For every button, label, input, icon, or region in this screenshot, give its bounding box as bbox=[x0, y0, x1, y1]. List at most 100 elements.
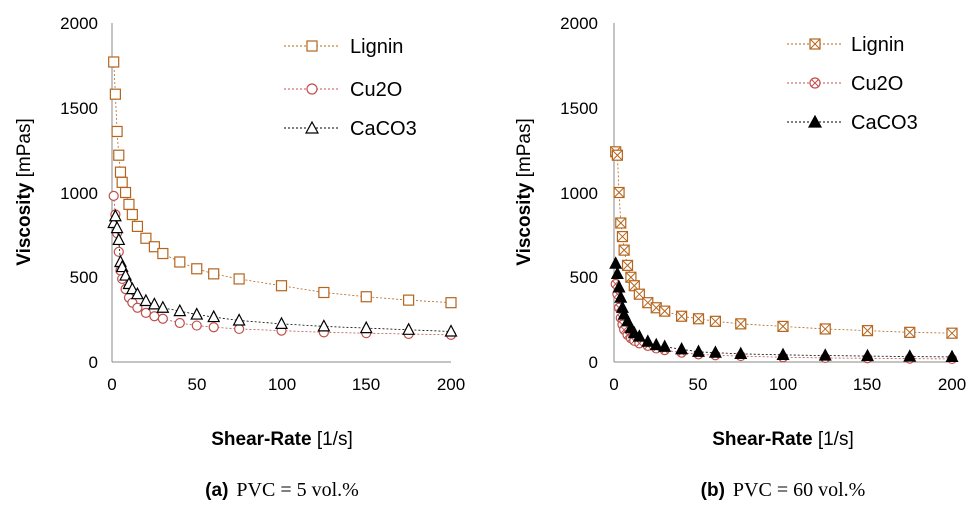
data-point bbox=[174, 256, 186, 268]
legend-label-lignin: Lignin bbox=[851, 34, 904, 56]
plot-area bbox=[107, 56, 458, 340]
data-point bbox=[708, 345, 722, 358]
data-point bbox=[861, 348, 874, 362]
data-point bbox=[317, 319, 331, 332]
y-tick-label: 1500 bbox=[560, 99, 598, 118]
data-point bbox=[445, 297, 457, 309]
data-point bbox=[149, 311, 160, 322]
y-tick-label: 2000 bbox=[60, 14, 98, 33]
y-tick-label: 2000 bbox=[560, 14, 598, 33]
x-tick-label: 0 bbox=[609, 375, 618, 394]
data-point bbox=[641, 334, 655, 347]
data-point bbox=[275, 280, 288, 292]
data-point bbox=[207, 309, 221, 323]
y-tick-label: 0 bbox=[89, 353, 98, 372]
data-point bbox=[126, 208, 138, 221]
data-point bbox=[903, 349, 917, 362]
data-point bbox=[659, 305, 671, 317]
data-point bbox=[111, 125, 123, 138]
x-tick-label: 100 bbox=[268, 375, 296, 394]
data-point bbox=[734, 346, 748, 359]
y-tick-label: 500 bbox=[70, 268, 98, 287]
data-point bbox=[190, 307, 204, 320]
data-point bbox=[110, 220, 124, 234]
x-tick-label: 50 bbox=[188, 375, 207, 394]
panel-a: 0 500 1000 1500 2000 0 50 100 150 200 Sh… bbox=[14, 14, 465, 501]
data-point bbox=[157, 313, 168, 324]
legend-marker-cross bbox=[809, 38, 821, 50]
legend-label-caco3: CaCO3 bbox=[851, 112, 918, 134]
data-point bbox=[113, 149, 125, 161]
data-point bbox=[139, 293, 153, 307]
data-point bbox=[148, 241, 160, 253]
data-point bbox=[123, 198, 135, 210]
data-point bbox=[108, 208, 122, 222]
data-point bbox=[403, 294, 415, 306]
data-point bbox=[359, 320, 373, 334]
data-point bbox=[119, 268, 133, 281]
legend-label-caco3: CaCO3 bbox=[350, 118, 417, 140]
x-tick-label: 200 bbox=[437, 375, 465, 394]
data-point bbox=[360, 291, 372, 303]
data-point bbox=[115, 259, 129, 273]
data-point bbox=[609, 256, 623, 269]
plot-area bbox=[609, 146, 959, 365]
data-point bbox=[116, 176, 128, 188]
data-point bbox=[618, 244, 630, 256]
data-point bbox=[156, 300, 170, 313]
x-tick-label: 0 bbox=[107, 375, 116, 394]
data-point bbox=[157, 247, 169, 260]
x-tick-label: 100 bbox=[769, 375, 797, 394]
data-point bbox=[819, 323, 831, 335]
caption-a: (a) PVC = 5 vol.% bbox=[205, 479, 359, 501]
data-point bbox=[946, 327, 958, 339]
data-point bbox=[861, 325, 874, 337]
y-tick-label: 1500 bbox=[60, 99, 98, 118]
y-tick-label: 0 bbox=[589, 353, 598, 372]
data-point bbox=[444, 324, 458, 337]
legend-marker-triangle-x bbox=[807, 114, 823, 128]
data-point bbox=[208, 322, 219, 333]
data-point bbox=[234, 323, 245, 335]
y-axis-title: Viscosity [mPas] bbox=[14, 118, 35, 266]
data-point bbox=[232, 313, 246, 326]
legend-marker-cross bbox=[811, 79, 819, 87]
data-point bbox=[208, 268, 220, 280]
data-point bbox=[612, 280, 626, 293]
data-point bbox=[611, 149, 623, 161]
data-point bbox=[613, 186, 625, 199]
data-point bbox=[173, 303, 187, 317]
data-point bbox=[191, 320, 202, 331]
data-point bbox=[132, 302, 143, 313]
data-point bbox=[610, 266, 624, 279]
data-point bbox=[275, 316, 288, 329]
data-point bbox=[174, 317, 185, 329]
data-point bbox=[233, 273, 245, 285]
data-point bbox=[140, 232, 152, 244]
data-point bbox=[191, 263, 203, 275]
legend-marker-square bbox=[306, 40, 318, 52]
legend-marker-circle bbox=[306, 83, 318, 95]
data-point bbox=[735, 318, 747, 330]
y-tick-label: 1000 bbox=[560, 184, 598, 203]
data-point bbox=[125, 281, 139, 295]
legend-label-cu2o: Cu2O bbox=[350, 79, 402, 101]
panel-b: 0 500 1000 1500 2000 0 50 100 150 200 Sh… bbox=[514, 14, 966, 501]
data-point bbox=[113, 246, 124, 257]
data-point bbox=[616, 230, 629, 243]
data-point bbox=[904, 326, 916, 338]
data-point bbox=[147, 297, 161, 310]
data-point bbox=[112, 232, 126, 246]
legend-marker-triangle bbox=[304, 120, 320, 134]
data-point bbox=[131, 220, 144, 232]
data-point bbox=[777, 320, 789, 333]
y-axis-title: Viscosity [mPas] bbox=[514, 118, 535, 266]
y-tick-label: 500 bbox=[570, 268, 598, 287]
data-point bbox=[119, 186, 132, 199]
data-point bbox=[108, 56, 120, 68]
data-point bbox=[402, 322, 416, 335]
data-point bbox=[709, 315, 722, 327]
data-point bbox=[140, 307, 151, 318]
data-point bbox=[692, 313, 705, 325]
x-axis-title: Shear-Rate [1/s] bbox=[712, 429, 854, 450]
